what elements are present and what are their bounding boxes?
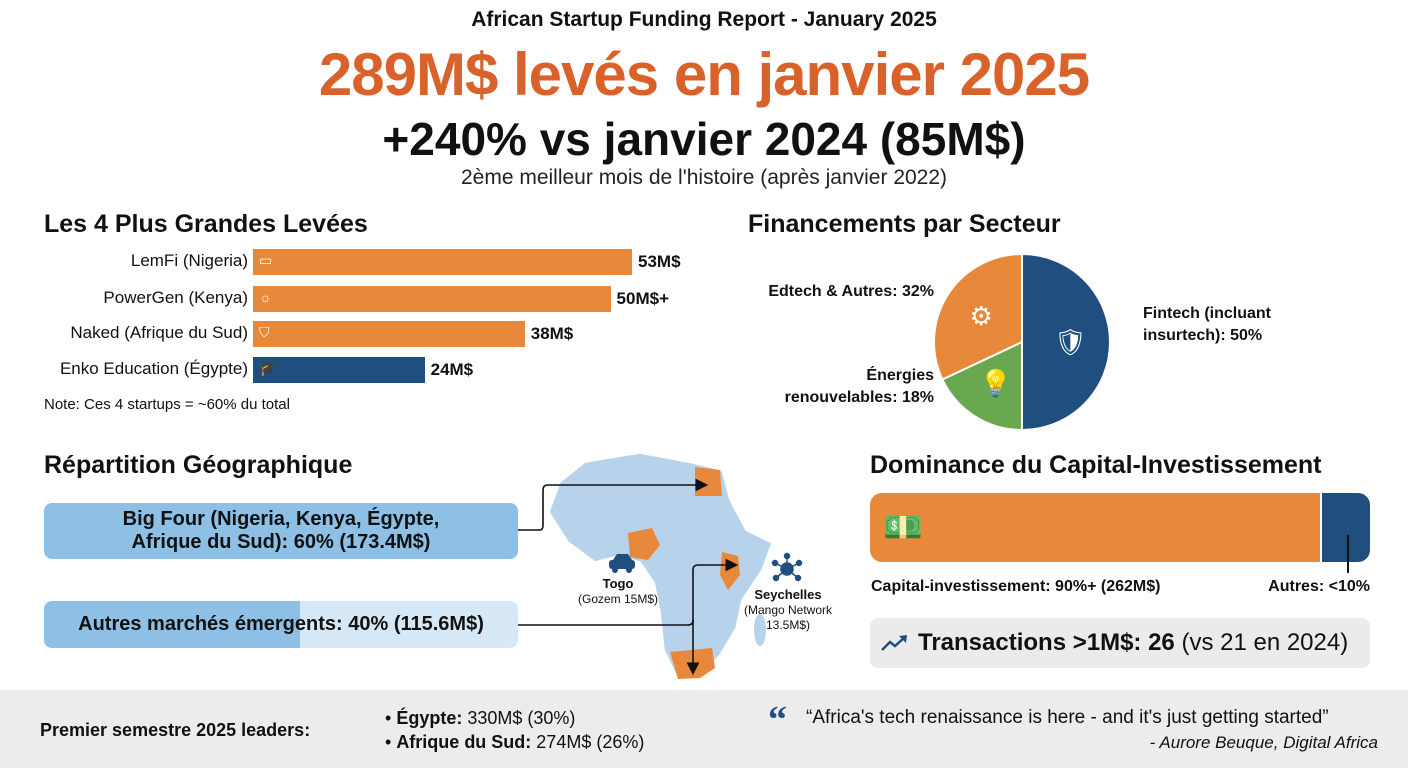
bar-category-label: Naked (Afrique du Sud) — [70, 323, 248, 342]
subtitle: 2ème meilleur mois de l'histoire (après … — [460, 166, 948, 189]
car-icon — [609, 554, 635, 573]
bar-0: ▭ — [253, 249, 632, 275]
sector-pie-chart: 🛡 💡 ⚙ — [933, 252, 1111, 432]
wallet-icon: ▭ — [259, 252, 273, 268]
others-fill — [44, 601, 300, 648]
bar-category-label: LemFi (Nigeria) — [130, 251, 248, 270]
pie-label-edtech: Edtech & Autres: 32% — [768, 283, 934, 300]
togo-label: Togo (Gozem 15M$) — [577, 576, 659, 606]
bar-3: 🎓 — [253, 357, 425, 383]
top-raises-note: Note: Ces 4 startups = ~60% du total — [44, 396, 290, 413]
capital-title: Dominance du Capital-Investissement — [870, 451, 1322, 479]
bar-value-label: 50M$+ — [616, 289, 669, 308]
report-title: African Startup Funding Report - January… — [471, 8, 937, 31]
footer: Premier semestre 2025 leaders: • Égypte:… — [0, 690, 1408, 768]
seychelles-label: Seychelles (Mango Network 13.5M$) — [743, 587, 833, 632]
capital-stacked-bar — [870, 493, 1370, 562]
bar-value-label: 24M$ — [430, 360, 474, 379]
others-label: Autres marchés émergents: 40% (115.6M$) — [78, 613, 484, 635]
madagascar — [754, 614, 766, 646]
geo-title: Répartition Géographique — [44, 451, 353, 479]
pie-slice-0 — [1021, 252, 1111, 432]
bar-1: ☼ — [253, 286, 611, 312]
lightbulb-icon: ☼ — [259, 289, 272, 305]
transactions-label: Transactions >1M$: 26 — [918, 629, 1175, 656]
top-raises-title: Les 4 Plus Grandes Levées — [44, 210, 368, 238]
stack-segment-1 — [1320, 493, 1370, 562]
africa-map — [518, 452, 803, 680]
egypt-highlight — [695, 467, 722, 496]
pie-label-energy: Énergies renouvelables: 18% — [784, 367, 934, 406]
bar-value-label: 38M$ — [530, 324, 574, 343]
pie-label-fintech: Fintech (incluant insurtech): 50% — [1143, 305, 1271, 344]
others-leader-line — [1347, 535, 1349, 573]
graduation-cap-icon: 🎓 — [259, 360, 277, 376]
quote-text: “Africa's tech renaissance is here - and… — [806, 707, 1329, 728]
quote-icon: “ — [768, 699, 787, 741]
leaders-list: • Égypte: 330M$ (30%) • Afrique du Sud: … — [385, 706, 644, 754]
pie-slice-2 — [933, 252, 1023, 381]
pie-slice-1 — [941, 340, 1023, 432]
wallet-shield-icon: 🛡 — [1054, 327, 1087, 357]
transactions-comparison: (vs 21 en 2024) — [1174, 629, 1349, 656]
arrow-egypt — [518, 478, 709, 531]
nigeria-highlight — [628, 528, 660, 560]
graduation-cap-gears-icon: ⚙ — [969, 301, 992, 331]
network-icon — [771, 552, 803, 582]
big-four-line2: Afrique du Sud): 60% (173.4M$) — [131, 531, 431, 553]
leader-item: • Afrique du Sud: 274M$ (26%) — [385, 732, 645, 752]
leader-item: • Égypte: 330M$ (30%) — [385, 708, 576, 728]
lightbulb-icon: 💡 — [980, 368, 1012, 398]
leaders-title: Premier semestre 2025 leaders: — [40, 720, 311, 740]
others-label: Autres: <10% — [1268, 578, 1370, 595]
bar-value-label: 53M$ — [638, 252, 681, 271]
sector-title: Financements par Secteur — [748, 210, 1061, 238]
headline: 289M$ levés en janvier 2025 — [318, 41, 1090, 108]
arrow-kenya — [518, 558, 739, 626]
money-stack-icon: 💵 — [883, 509, 923, 545]
bar-category-label: Enko Education (Égypte) — [59, 359, 248, 378]
quote-attribution: - Aurore Beuque, Digital Africa — [1149, 733, 1378, 752]
big-four-line1: Big Four (Nigeria, Kenya, Égypte, — [122, 508, 440, 530]
bar-2: ⛉ — [253, 321, 525, 347]
transactions-box: Transactions >1M$: 26 (vs 21 en 2024) — [870, 618, 1370, 668]
trend-up-icon — [881, 635, 907, 651]
stack-segment-0 — [870, 493, 1320, 562]
shield-icon: ⛉ — [259, 324, 270, 340]
big-four-box: Big Four (Nigeria, Kenya, Égypte, Afriqu… — [44, 503, 518, 559]
others-box: Autres marchés émergents: 40% (115.6M$) — [44, 601, 518, 648]
bar-category-label: PowerGen (Kenya) — [103, 288, 248, 307]
growth-headline: +240% vs janvier 2024 (85M$) — [382, 113, 1026, 165]
capital-label: Capital-investissement: 90%+ (262M$) — [871, 578, 1161, 595]
